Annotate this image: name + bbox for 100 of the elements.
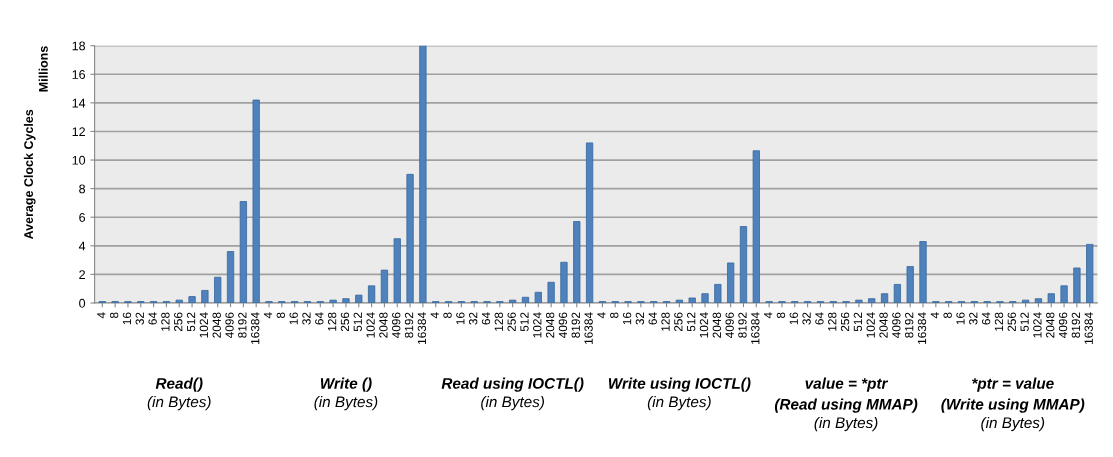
x-tick-label: 16384	[917, 312, 927, 344]
text: (in Bytes)	[481, 396, 545, 411]
x-tick-label: 4	[597, 312, 606, 319]
x-tick-label: 16384	[250, 312, 260, 344]
text: Millions	[38, 46, 48, 92]
x-tick-label: 64	[148, 312, 157, 325]
x-tick-label: 16	[622, 312, 632, 325]
y-tick-label: 4	[78, 241, 86, 251]
bar	[419, 45, 427, 303]
x-tick-label: 1024	[699, 312, 709, 338]
bar	[534, 291, 542, 303]
x-tick-label: 256	[1007, 312, 1016, 332]
bar	[329, 299, 337, 303]
text: value = *ptr (Read using MMAP)	[774, 377, 918, 413]
x-tick-label: 4096	[892, 312, 901, 339]
x-tick-label: 8192	[738, 312, 747, 338]
x-tick-label: 1024	[533, 312, 542, 338]
bar	[239, 201, 247, 303]
bar	[919, 241, 927, 303]
x-tick-label: 8	[276, 312, 285, 319]
x-tick-label: 32	[635, 312, 645, 325]
bar	[585, 142, 594, 303]
bar	[393, 238, 401, 303]
x-tick-label: 16	[789, 312, 798, 325]
y-tick-label: 8	[79, 184, 86, 194]
x-tick-label: 16384	[751, 312, 760, 344]
x-tick-label: 8192	[1071, 312, 1081, 338]
x-tick-label: 4	[930, 312, 939, 319]
x-tick-label: 128	[327, 312, 337, 331]
x-tick-label: 4096	[1058, 312, 1068, 339]
bar	[188, 296, 196, 303]
x-tick-label: 512	[1020, 312, 1029, 332]
bar	[868, 298, 876, 303]
bar	[1021, 299, 1030, 303]
x-tick-label: 128	[494, 312, 503, 331]
text: (in Bytes)	[314, 396, 378, 411]
text: (in Bytes)	[147, 396, 211, 411]
text: Read using IOCTL()	[441, 377, 584, 392]
y-tick-label: 18	[72, 41, 86, 51]
bar	[752, 150, 760, 303]
bar	[573, 221, 581, 303]
bar	[509, 299, 517, 303]
x-tick-label: 64	[648, 312, 657, 325]
bar	[214, 276, 222, 303]
x-tick-label: 32	[469, 312, 478, 325]
x-tick-label: 16384	[584, 312, 593, 344]
bar	[175, 299, 183, 303]
x-tick-label: 32	[802, 312, 811, 325]
x-tick-label: 64	[481, 312, 491, 325]
bar	[521, 296, 530, 303]
text: (in Bytes)	[981, 416, 1045, 432]
bar	[893, 283, 901, 303]
text: *ptr = value (Write using MMAP)	[941, 377, 1085, 413]
x-tick-label: 16384	[1084, 312, 1093, 344]
bar	[252, 99, 260, 303]
bar	[906, 266, 914, 303]
x-tick-label: 4	[263, 312, 273, 319]
bar	[1047, 293, 1055, 303]
x-tick-label: 32	[302, 312, 311, 325]
x-tick-label: 8192	[905, 312, 914, 338]
x-tick-label: 8	[610, 312, 619, 319]
x-tick-label: 8	[443, 312, 452, 319]
x-tick-label: 256	[674, 312, 683, 332]
y-tick-label: 6	[79, 213, 86, 222]
bar	[355, 294, 363, 303]
x-tick-label: 2048	[545, 312, 555, 338]
bar	[547, 281, 555, 303]
text: (in Bytes)	[814, 416, 878, 432]
y-tick-label: 0	[79, 298, 86, 308]
x-tick-label: 1024	[866, 312, 875, 338]
x-tick-label: 16384	[417, 312, 427, 344]
x-tick-label: 16	[289, 312, 298, 325]
x-tick-label: 2048	[879, 312, 888, 338]
x-tick-label: 16	[122, 312, 132, 325]
y-tick-label: 14	[72, 98, 86, 108]
bar	[560, 261, 568, 303]
bar	[727, 262, 735, 303]
x-tick-label: 8192	[238, 312, 247, 338]
y-tick-label: 16	[72, 70, 86, 79]
x-tick-label: 4	[97, 312, 106, 319]
x-tick-label: 64	[981, 312, 991, 325]
x-tick-label: 64	[815, 312, 824, 325]
x-tick-label: 1024	[199, 312, 209, 338]
bar	[201, 289, 209, 303]
x-tick-label: 512	[853, 312, 863, 332]
x-tick-label: 8192	[404, 312, 414, 338]
bar	[1086, 243, 1094, 303]
x-tick-label: 128	[661, 312, 670, 331]
y-tick-label: 12	[72, 127, 85, 136]
text: (in Bytes)	[647, 396, 711, 411]
x-tick-label: 4096	[558, 312, 568, 339]
bar	[714, 283, 722, 303]
x-tick-label: 4096	[392, 312, 401, 339]
x-tick-label: 8	[109, 312, 119, 319]
y-tick-label: 2	[79, 270, 85, 279]
bar	[406, 173, 414, 303]
bar	[688, 297, 696, 303]
x-tick-label: 512	[520, 312, 529, 332]
bar	[1060, 285, 1068, 303]
bar	[367, 285, 376, 303]
